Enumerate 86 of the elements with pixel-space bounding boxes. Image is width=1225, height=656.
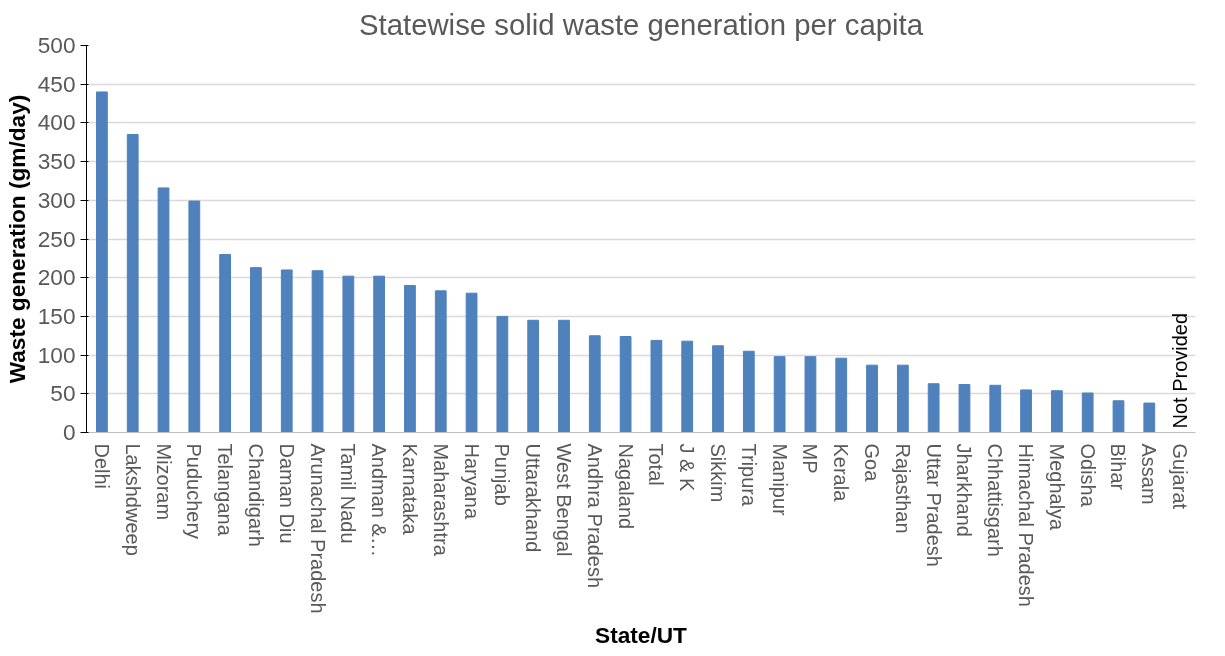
bar: [280, 269, 293, 433]
bar: [219, 253, 232, 433]
y-tick-label: 200: [37, 264, 76, 291]
x-tick-label: Assam: [1138, 443, 1161, 505]
x-tick-label: Rajasthan: [891, 443, 914, 534]
bar: [1050, 390, 1063, 433]
y-tick-label: 0: [62, 419, 76, 445]
bar: [650, 339, 663, 433]
x-tick-label: Arunachal Pradesh: [306, 443, 329, 614]
bar: [1081, 392, 1094, 433]
bar: [681, 340, 694, 433]
x-tick-label: Tripura: [737, 443, 760, 507]
x-tick-label: Delhi: [90, 443, 113, 490]
bar: [958, 384, 971, 433]
annotation: Not Provided: [1169, 312, 1192, 429]
x-tick-label: Total: [645, 443, 668, 486]
bar: [866, 364, 878, 433]
x-tick-label: Chhattisgarh: [984, 443, 1007, 557]
bar: [250, 267, 262, 433]
y-tick-label: 150: [37, 302, 76, 329]
x-tick-label: Daman Diu: [275, 443, 298, 544]
bar: [496, 315, 509, 433]
x-tick-label: Himachal Pradesh: [1015, 443, 1038, 607]
x-tick-label: Nagaland: [614, 443, 637, 530]
x-tick-label: Lakshdweep: [121, 443, 144, 556]
x-tick-label: Puduchery: [183, 443, 206, 540]
x-tick-label: Karnataka: [398, 443, 421, 536]
x-tick-label: J & K: [676, 443, 699, 492]
bar: [896, 364, 909, 433]
bar: [404, 284, 416, 433]
y-tick-label: 300: [37, 186, 76, 213]
y-tick-label: 50: [50, 380, 76, 407]
x-tick-label: MP: [799, 443, 822, 474]
bar: [773, 356, 786, 433]
x-tick-label: Andhra Pradesh: [583, 443, 606, 589]
x-tick-label: Kerala: [830, 443, 853, 503]
bar: [311, 270, 324, 433]
x-tick-label: Gujarat: [1169, 443, 1192, 510]
bar: [1020, 389, 1032, 433]
x-tick-label: Bihar: [1107, 443, 1130, 491]
bar: [927, 383, 940, 433]
bar: [804, 356, 817, 433]
bar: [126, 134, 139, 433]
y-tick-label: 350: [37, 148, 76, 175]
y-tick-label: 450: [37, 70, 76, 97]
bar: [712, 345, 724, 433]
x-tick-label: Maharashtra: [429, 443, 452, 557]
bar: [465, 292, 478, 433]
x-tick-label: Mizoram: [152, 443, 175, 521]
bar: [619, 336, 632, 433]
y-axis-title: Waste generation (gm/day): [3, 94, 30, 384]
x-tick-label: Punjab: [491, 443, 514, 506]
chart-title: Statewise solid waste generation per capita: [358, 7, 924, 41]
x-tick-label: Jharkhand: [953, 443, 976, 537]
x-tick-label: Andman &…: [368, 443, 391, 557]
x-tick-label: Uttarakhand: [522, 443, 545, 553]
x-tick-label: Meghalya: [1045, 443, 1068, 532]
x-tick-label: Tamil Nadu: [337, 443, 360, 544]
bar: [989, 384, 1002, 433]
bar: [835, 357, 848, 433]
x-tick-label: Chandigarh: [244, 443, 267, 547]
bar: [96, 91, 108, 433]
x-tick-label: Uttar Pradesh: [922, 443, 945, 567]
bar: [588, 335, 601, 433]
x-tick-label: Goa: [861, 443, 884, 483]
y-tick-label: 250: [37, 225, 76, 252]
bar: [1143, 402, 1156, 433]
x-tick-label: Haryana: [460, 443, 483, 520]
x-tick-label: Manipur: [768, 443, 791, 517]
bar: [373, 275, 386, 433]
bar: [558, 319, 570, 433]
y-tick-label: 400: [37, 109, 76, 136]
bar: [742, 350, 755, 433]
bar: [1112, 400, 1125, 433]
x-axis-title: State/UT: [595, 621, 688, 648]
x-tick-label: Odisha: [1076, 443, 1099, 508]
bar: [157, 187, 170, 433]
bar: [188, 200, 201, 433]
x-tick-label: West Bengal: [552, 443, 575, 557]
y-tick-label: 100: [37, 341, 76, 368]
bar: [527, 319, 540, 433]
bar: [434, 290, 447, 433]
x-tick-label: Telangana: [214, 443, 237, 537]
x-tick-label: Sikkim: [707, 443, 730, 503]
bar: [342, 275, 355, 433]
y-tick-label: 500: [37, 32, 76, 58]
